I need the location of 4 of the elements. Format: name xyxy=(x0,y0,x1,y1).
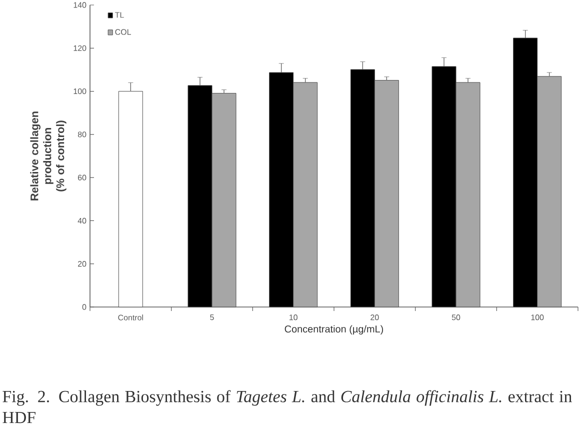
x-axis-title: Concentration (µg/mL) xyxy=(284,325,384,334)
bar xyxy=(118,91,143,308)
text: Fig. 2. Collagen Biosynthesis of Tagetes L. and Calendula officinalis L. extract in HDF xyxy=(2,390,572,424)
y-axis-title: Relative collagen production (% of control) xyxy=(30,112,66,200)
